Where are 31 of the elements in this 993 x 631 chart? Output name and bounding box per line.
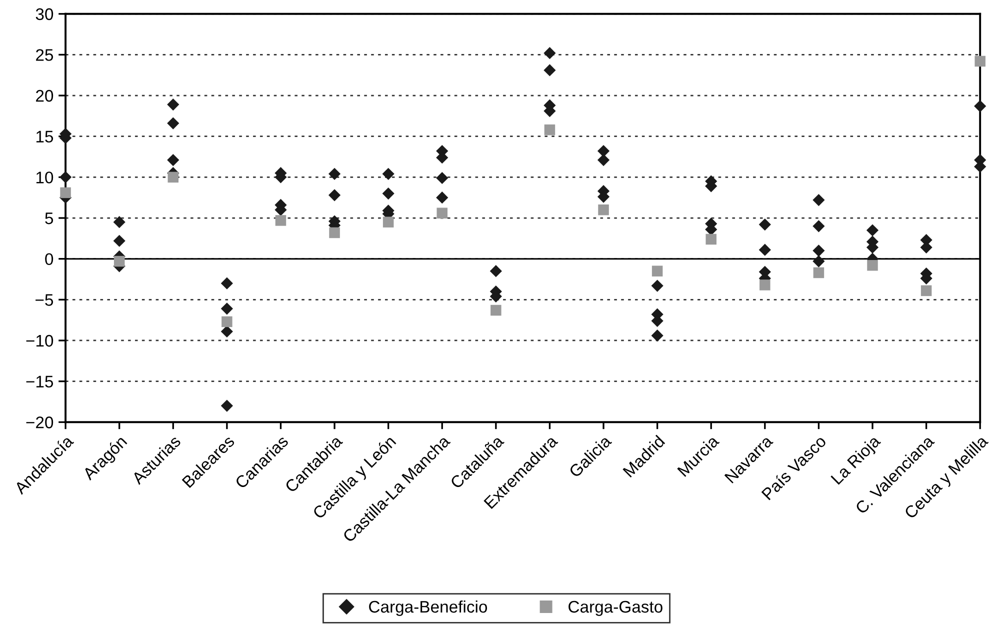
legend-label: Carga-Beneficio (369, 600, 488, 616)
point (813, 267, 824, 278)
y-tick-label: 25 (36, 49, 54, 61)
y-tick-label: 15 (36, 130, 54, 143)
point (114, 256, 125, 267)
point (652, 266, 663, 276)
y-tick-label: 5 (45, 212, 54, 224)
point (490, 304, 502, 316)
y-tick-label: −5 (36, 294, 54, 306)
point (168, 172, 179, 183)
y-tick-label: −15 (26, 376, 54, 388)
point (275, 215, 286, 226)
point (436, 208, 448, 218)
point (544, 124, 556, 136)
point (867, 260, 878, 271)
y-tick-label: 10 (36, 172, 54, 184)
point (382, 216, 394, 228)
point (974, 56, 986, 67)
point (920, 285, 932, 296)
y-tick-label: −10 (26, 334, 54, 347)
point (706, 234, 716, 245)
point (329, 227, 340, 238)
point (60, 187, 71, 198)
y-tick-label: −20 (26, 416, 54, 428)
legend-label: Carga-Gasto (568, 600, 662, 616)
y-tick-label: 0 (45, 253, 54, 266)
y-tick-label: 20 (36, 90, 54, 102)
point (760, 280, 770, 290)
y-tick-label: 30 (36, 8, 54, 20)
point (222, 316, 232, 328)
point (598, 204, 609, 216)
